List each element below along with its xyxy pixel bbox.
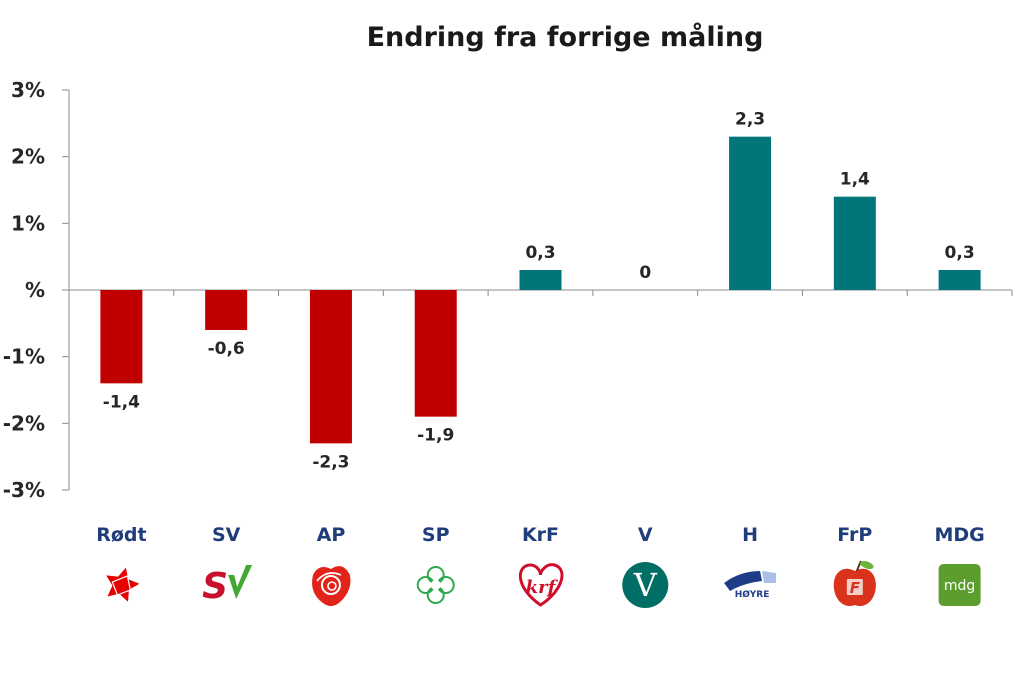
bar-h (729, 136, 772, 290)
y-tick-label: % (25, 278, 45, 302)
axes: 3% 2% 1%% -1% -2% -3% (3, 78, 1013, 502)
data-label: 0 (639, 263, 651, 283)
data-label: 0,3 (525, 243, 555, 263)
data-labels: -1,4 -0,6 -2,3 -1,9 0,3 0 2,3 1,4 0,3 (103, 110, 975, 473)
data-label: -1,4 (103, 392, 140, 412)
ap-rose-icon (312, 566, 351, 606)
svg-text:V: V (633, 566, 658, 604)
bar-mdg (938, 270, 981, 290)
svg-text:S: S (202, 566, 228, 607)
category-label: SP (422, 524, 450, 546)
venstre-v-icon: V (622, 562, 669, 608)
rodt-star-icon (106, 567, 140, 602)
hoyre-logo-icon: HØYRE (724, 571, 777, 600)
data-label: -1,9 (417, 426, 454, 446)
svg-text:HØYRE: HØYRE (735, 589, 770, 600)
svg-text:F: F (850, 579, 861, 597)
category-label: Rødt (96, 524, 146, 546)
category-label: KrF (522, 524, 559, 546)
bar-rødt (100, 290, 143, 384)
category-label: AP (317, 524, 346, 546)
y-tick-label: -1% (3, 345, 45, 369)
category-label: FrP (837, 524, 872, 546)
category-label: SV (212, 524, 241, 546)
bar-frp (833, 196, 876, 290)
y-tick-label: -3% (3, 478, 45, 502)
bar-sp (414, 290, 457, 417)
bar-krf (519, 270, 562, 290)
svg-text:mdg: mdg (944, 578, 975, 594)
category-label: MDG (934, 524, 984, 546)
data-label: 1,4 (840, 170, 870, 190)
y-tick-label: -2% (3, 411, 45, 435)
data-label: -2,3 (312, 452, 349, 472)
category-label: H (742, 524, 758, 546)
data-label: 2,3 (735, 110, 765, 130)
svg-text:krf: krf (526, 577, 559, 598)
bars (100, 136, 981, 444)
category-labels: Rødt SV AP SP KrF V H FrP MDG (96, 524, 985, 546)
category-label: V (638, 524, 653, 546)
sp-clover-icon (416, 566, 455, 604)
krf-heart-icon: krf (518, 563, 564, 607)
y-tick-label: 1% (11, 211, 45, 235)
chart-title: Endring fra forrige måling (367, 21, 764, 53)
data-label: 0,3 (945, 243, 975, 263)
data-label: -0,6 (208, 339, 245, 359)
y-tick-label: 2% (11, 145, 45, 169)
bar-sv (205, 290, 248, 330)
bar-ap (309, 290, 352, 444)
frp-apple-icon: F (833, 560, 876, 607)
y-tick-label: 3% (11, 78, 45, 102)
sv-logo-icon: S (202, 565, 253, 607)
mdg-logo-icon: mdg (938, 564, 981, 606)
